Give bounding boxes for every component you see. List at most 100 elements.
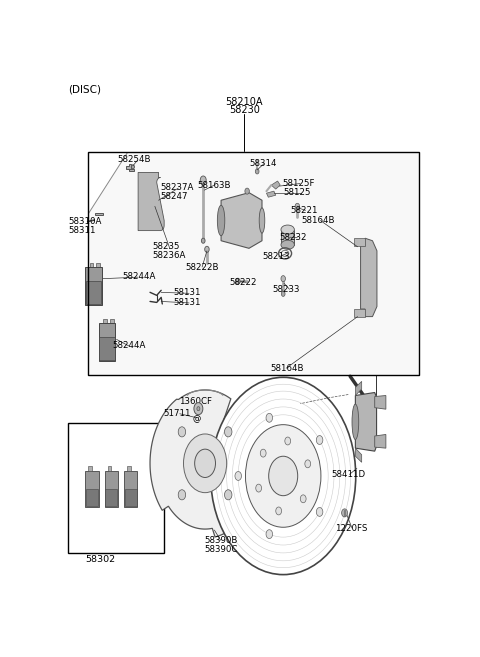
Polygon shape bbox=[96, 263, 100, 267]
Polygon shape bbox=[103, 319, 107, 323]
Circle shape bbox=[235, 472, 241, 480]
Polygon shape bbox=[355, 392, 377, 451]
Circle shape bbox=[178, 489, 186, 500]
Text: 58244A: 58244A bbox=[112, 342, 145, 350]
Text: 58125: 58125 bbox=[283, 188, 311, 197]
Text: 58311: 58311 bbox=[68, 226, 96, 235]
Polygon shape bbox=[86, 489, 98, 506]
Polygon shape bbox=[106, 489, 117, 506]
Text: 58222: 58222 bbox=[229, 278, 257, 286]
Text: 58237A: 58237A bbox=[160, 183, 194, 192]
Circle shape bbox=[256, 484, 262, 492]
Circle shape bbox=[295, 203, 300, 210]
Circle shape bbox=[225, 489, 232, 500]
Circle shape bbox=[281, 276, 286, 282]
Text: 58310A: 58310A bbox=[68, 217, 102, 226]
Circle shape bbox=[266, 530, 273, 539]
Text: 1220FS: 1220FS bbox=[335, 524, 368, 533]
Text: 58254B: 58254B bbox=[118, 155, 151, 164]
Circle shape bbox=[195, 449, 216, 478]
Polygon shape bbox=[281, 229, 294, 245]
Text: 58247: 58247 bbox=[160, 192, 188, 200]
Polygon shape bbox=[138, 172, 164, 231]
Circle shape bbox=[245, 424, 321, 528]
Text: (DISC): (DISC) bbox=[68, 85, 101, 95]
Polygon shape bbox=[108, 466, 111, 471]
Polygon shape bbox=[355, 448, 362, 463]
Circle shape bbox=[342, 509, 348, 517]
Circle shape bbox=[316, 436, 323, 444]
Text: 51711: 51711 bbox=[163, 409, 191, 419]
Polygon shape bbox=[124, 471, 137, 507]
Polygon shape bbox=[125, 489, 137, 506]
Text: 58230: 58230 bbox=[228, 105, 260, 115]
Polygon shape bbox=[85, 471, 99, 507]
Polygon shape bbox=[86, 281, 101, 304]
Circle shape bbox=[305, 460, 311, 468]
Circle shape bbox=[204, 246, 209, 252]
Circle shape bbox=[281, 291, 285, 296]
Polygon shape bbox=[88, 466, 92, 471]
Text: 58131: 58131 bbox=[173, 288, 201, 298]
Ellipse shape bbox=[281, 225, 294, 234]
Circle shape bbox=[183, 434, 227, 493]
Polygon shape bbox=[375, 434, 386, 448]
Polygon shape bbox=[88, 152, 419, 374]
Polygon shape bbox=[85, 267, 102, 306]
Circle shape bbox=[245, 188, 249, 194]
Polygon shape bbox=[375, 396, 386, 409]
Text: 58302: 58302 bbox=[85, 555, 115, 564]
Polygon shape bbox=[355, 381, 362, 396]
Ellipse shape bbox=[352, 404, 359, 440]
Text: 58164B: 58164B bbox=[301, 216, 335, 225]
Polygon shape bbox=[344, 510, 345, 516]
Circle shape bbox=[260, 449, 266, 457]
Circle shape bbox=[211, 377, 356, 575]
Circle shape bbox=[236, 278, 240, 284]
Circle shape bbox=[300, 495, 306, 503]
Text: 58314: 58314 bbox=[249, 160, 276, 168]
Circle shape bbox=[132, 165, 134, 169]
Text: 58411D: 58411D bbox=[332, 470, 366, 479]
Circle shape bbox=[266, 413, 273, 422]
Ellipse shape bbox=[259, 208, 265, 233]
Circle shape bbox=[285, 437, 290, 445]
Polygon shape bbox=[110, 319, 114, 323]
Text: 58222B: 58222B bbox=[186, 263, 219, 271]
Polygon shape bbox=[360, 238, 377, 317]
Circle shape bbox=[276, 507, 282, 515]
Circle shape bbox=[178, 427, 186, 437]
Polygon shape bbox=[127, 466, 131, 471]
Polygon shape bbox=[150, 390, 242, 537]
Polygon shape bbox=[105, 471, 118, 507]
Polygon shape bbox=[221, 193, 262, 248]
Circle shape bbox=[255, 169, 259, 174]
Polygon shape bbox=[129, 169, 134, 171]
Text: 58213: 58213 bbox=[263, 252, 290, 261]
Polygon shape bbox=[99, 337, 115, 359]
Text: 58131: 58131 bbox=[173, 298, 201, 307]
Circle shape bbox=[194, 403, 203, 415]
Text: 58390B: 58390B bbox=[204, 535, 238, 545]
Polygon shape bbox=[99, 323, 115, 361]
Circle shape bbox=[202, 238, 205, 243]
Text: 58125F: 58125F bbox=[282, 179, 315, 187]
Circle shape bbox=[269, 456, 298, 495]
Ellipse shape bbox=[217, 205, 225, 236]
Circle shape bbox=[316, 507, 323, 516]
Text: 58235: 58235 bbox=[152, 242, 180, 251]
Text: 58232: 58232 bbox=[279, 233, 307, 242]
Polygon shape bbox=[354, 238, 365, 246]
Text: 58163B: 58163B bbox=[198, 181, 231, 190]
Polygon shape bbox=[271, 181, 280, 189]
Text: @: @ bbox=[192, 415, 201, 423]
Text: 58233: 58233 bbox=[273, 284, 300, 294]
Polygon shape bbox=[95, 213, 103, 215]
Text: 58210A: 58210A bbox=[226, 97, 263, 106]
Ellipse shape bbox=[281, 240, 294, 249]
Polygon shape bbox=[354, 309, 365, 317]
Text: 58164B: 58164B bbox=[270, 364, 304, 373]
Bar bbox=[88, 152, 419, 374]
Text: 1360CF: 1360CF bbox=[179, 397, 212, 406]
Circle shape bbox=[200, 176, 206, 184]
